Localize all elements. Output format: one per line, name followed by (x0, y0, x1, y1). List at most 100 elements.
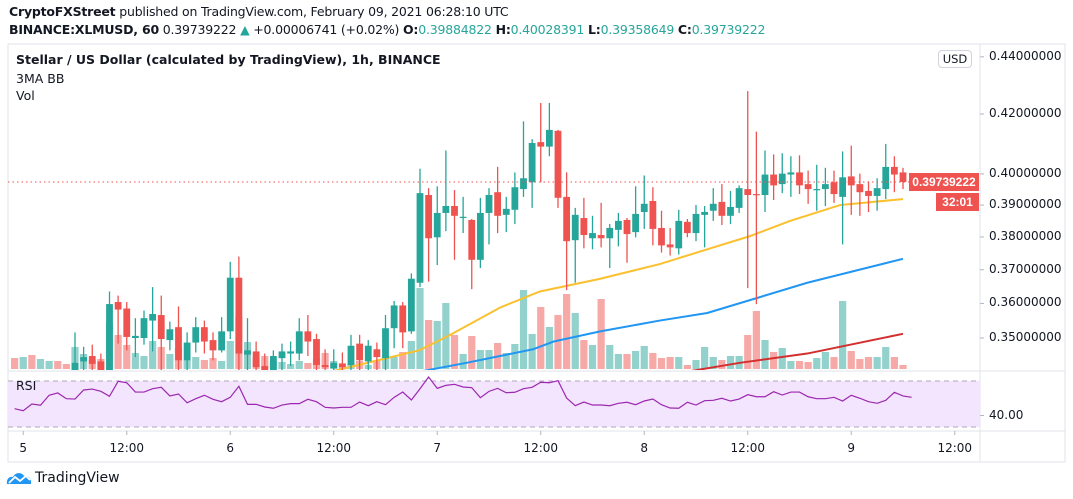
candle-body (140, 318, 148, 339)
candle-body (476, 212, 484, 260)
candle-body (890, 166, 898, 175)
rsi-band-fill (8, 381, 980, 427)
price-axis-label: 0.44000000 (989, 48, 1062, 63)
indicator-rsi[interactable]: RSI (16, 378, 37, 393)
candle-body (347, 345, 355, 365)
candle-body (175, 327, 182, 361)
candle-body (123, 308, 131, 337)
volume-bar (11, 358, 19, 369)
volume-bar (19, 357, 27, 369)
candle-body (166, 329, 174, 341)
candle-body (778, 173, 786, 185)
candle-body (882, 166, 890, 190)
chart-title: Stellar / US Dollar (calculated by Tradi… (16, 52, 441, 67)
candle-body (692, 213, 700, 234)
candle-body (520, 178, 527, 190)
candle-body (640, 203, 648, 212)
candle-body (727, 206, 734, 216)
volume-bar (623, 354, 631, 369)
volume-bar (511, 344, 519, 369)
volume-bar (640, 346, 648, 369)
volume-bar (752, 311, 760, 369)
volume-bar (580, 340, 588, 369)
volume-bar (709, 357, 717, 369)
volume-bar (864, 357, 873, 369)
brand-name: TradingView (35, 470, 120, 486)
time-axis-label: 12:00 (730, 441, 766, 455)
candle-body (683, 221, 691, 234)
chart-frame (7, 43, 1066, 463)
volume-bar (657, 358, 666, 369)
time-axis-label: 7 (433, 441, 442, 455)
volume-bar (399, 352, 407, 369)
volume-bar (149, 341, 157, 369)
candle-body (433, 212, 441, 238)
volume-bar (62, 364, 70, 369)
time-axis-label: 8 (640, 441, 649, 455)
volume-bar (545, 327, 553, 369)
volume-bar (770, 352, 778, 369)
candle-body (373, 349, 381, 358)
candle-body (709, 203, 717, 211)
volume-bar (873, 357, 881, 369)
price-axis-label: 0.38000000 (989, 228, 1062, 243)
volume-bar (485, 350, 493, 369)
volume-bar (459, 354, 467, 369)
volume-bar (114, 335, 122, 369)
candle-body (382, 328, 389, 359)
tradingview-logo[interactable]: TradingView (6, 470, 120, 486)
volume-bar (588, 345, 597, 369)
candle-body (511, 187, 519, 210)
currency-button[interactable]: USD (938, 50, 972, 68)
candle-body (131, 335, 139, 339)
candle-body (597, 235, 605, 239)
volume-bar (295, 361, 303, 369)
volume-bar (123, 345, 131, 369)
volume-bar (54, 361, 62, 369)
candle-body (304, 331, 312, 342)
price-axis-label: 0.40000000 (989, 165, 1062, 180)
candle-body (192, 327, 200, 343)
candle-body (149, 314, 157, 321)
volume-bar (795, 361, 804, 369)
candle-body (269, 356, 277, 370)
moving-average-line (333, 198, 904, 370)
volume-bar (390, 357, 398, 369)
volume-bar (830, 357, 838, 369)
candle-body (563, 196, 571, 242)
volume-bar (468, 336, 476, 369)
candle-body (752, 194, 760, 196)
candle-body (114, 302, 122, 310)
volume-bar (692, 360, 700, 369)
close-label: C: (677, 22, 692, 37)
rsi-axis-label: 40.00 (989, 408, 1024, 422)
candle-body (97, 361, 105, 370)
candle-body (321, 364, 329, 368)
candle-body (701, 211, 709, 215)
candle-body (649, 200, 657, 229)
candle-body (899, 172, 907, 182)
candle-body (494, 192, 502, 216)
candle-body (571, 214, 579, 241)
indicator-vol[interactable]: Vol (16, 88, 35, 103)
time-axis-label: 12:00 (937, 441, 973, 455)
volume-bar (563, 294, 571, 369)
candle-body (821, 184, 829, 190)
high-label: H: (495, 22, 511, 37)
volume-bar (502, 353, 510, 369)
price-axis-label: 0.37000000 (989, 261, 1062, 276)
candle-body (71, 362, 79, 370)
candle-body (804, 184, 812, 190)
candle-body (735, 188, 743, 208)
indicator-3ma-bb[interactable]: 3MA BB (16, 71, 65, 86)
candle-body (252, 351, 260, 368)
volume-bar (209, 358, 217, 369)
publisher-name[interactable]: CryptoFXStreet (9, 4, 116, 19)
time-axis-label: 9 (847, 441, 856, 455)
rsi-pane (8, 375, 980, 428)
volume-bar (804, 362, 812, 369)
candle-body (416, 193, 424, 283)
candle-body (80, 357, 88, 362)
price-axis-label: 0.35000000 (989, 330, 1062, 344)
